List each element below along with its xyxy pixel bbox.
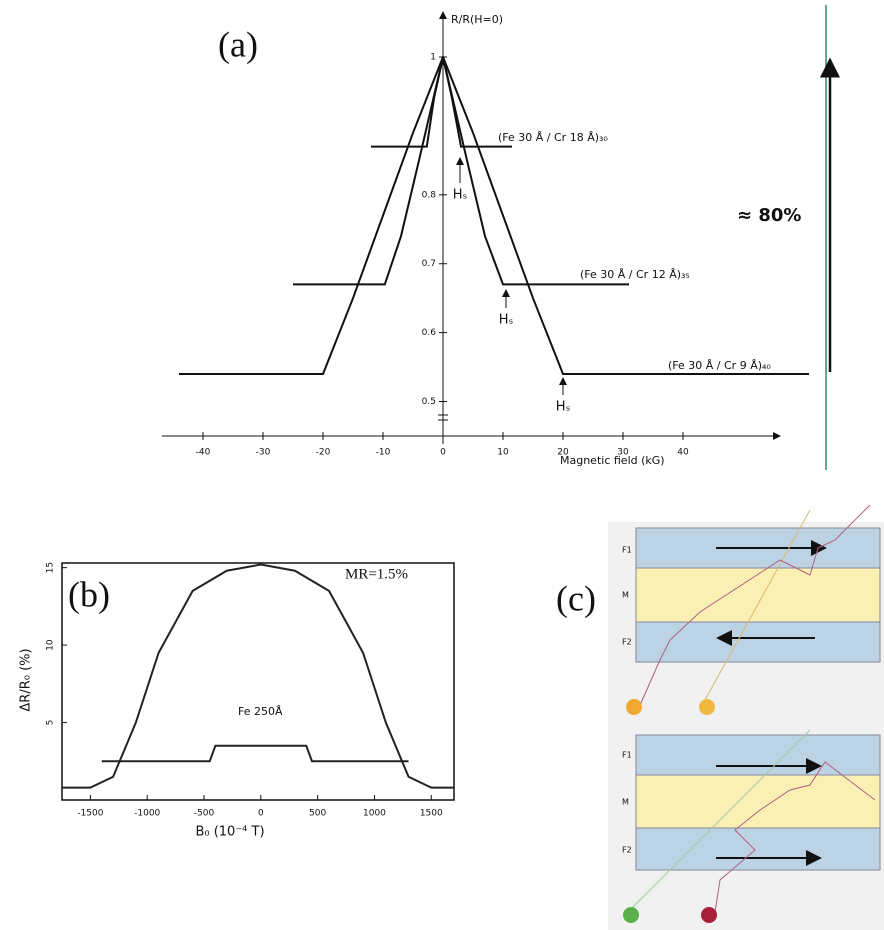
series-line — [62, 563, 454, 789]
panel-label: (b) — [68, 574, 110, 614]
x-tick-label: 30 — [617, 448, 629, 458]
y-tick-label: 0.5 — [422, 397, 436, 407]
y-tick-label: 0.6 — [422, 328, 437, 338]
layer-label: F2 — [622, 638, 632, 647]
x-tick-label: 40 — [677, 448, 689, 458]
y-axis-label: R/R(H=0) — [451, 13, 503, 26]
x-tick-label: 1000 — [363, 809, 386, 819]
face — [699, 699, 715, 715]
plot-frame — [61, 562, 455, 801]
series-label: MR=1.5% — [345, 566, 408, 582]
x-tick-label: -1000 — [134, 809, 160, 819]
x-tick-label: 0 — [258, 809, 264, 819]
series-line — [179, 54, 809, 375]
face — [626, 699, 642, 715]
x-tick-label: -40 — [196, 448, 211, 458]
x-tick-label: 20 — [557, 448, 569, 458]
layer — [635, 734, 881, 776]
series-label: Fe 250Å — [238, 705, 283, 718]
layer-label: F1 — [622, 546, 632, 555]
x-axis-label: B₀ (10⁻⁴ T) — [195, 825, 264, 840]
layer-label: F2 — [622, 846, 632, 855]
series-label: (Fe 30 Å / Cr 12 Å)₃₅ — [580, 268, 690, 281]
layer — [635, 774, 881, 829]
layer-label: M — [622, 798, 629, 807]
y-tick-label: 5 — [46, 720, 56, 726]
layer — [635, 827, 881, 871]
y-tick-label: 0.7 — [422, 259, 436, 269]
y-tick-label: 10 — [46, 639, 56, 651]
x-tick-label: -20 — [316, 448, 331, 458]
series-label: (Fe 30 Å / Cr 9 Å)₄₀ — [668, 359, 771, 372]
diagram: (c) F1 M F2 F1 M F2 — [556, 504, 884, 930]
annotation: Hₛ — [453, 188, 468, 203]
y-tick-label: 1 — [430, 53, 436, 63]
panel-label: (c) — [556, 578, 596, 618]
x-axis-label: Magnetic field (kG) — [560, 454, 665, 467]
path-line — [704, 509, 811, 701]
series-line — [371, 56, 512, 148]
y-tick-label: 0.8 — [422, 190, 437, 200]
layer-label: M — [622, 591, 629, 600]
x-tick-label: 0 — [440, 448, 446, 458]
x-tick-label: 10 — [497, 448, 509, 458]
x-tick-label: 1500 — [420, 809, 443, 819]
x-tick-label: 500 — [309, 809, 326, 819]
layer — [635, 621, 881, 663]
path-line — [629, 729, 811, 911]
layer — [635, 567, 881, 623]
panel-label: (a) — [218, 24, 258, 64]
x-tick-label: -500 — [194, 809, 215, 819]
face — [623, 907, 639, 923]
electron-path — [639, 504, 871, 706]
face — [701, 907, 717, 923]
x-tick-label: -10 — [376, 448, 391, 458]
annotation: Hₛ — [556, 400, 571, 415]
y-tick-label: 15 — [46, 562, 56, 573]
x-tick-label: -30 — [256, 448, 271, 458]
y-axis-label: ΔR/R₀ (%) — [19, 648, 34, 711]
series-line — [101, 744, 409, 763]
annotation: ≈ 80% — [737, 205, 801, 226]
x-tick-label: -1500 — [77, 809, 103, 819]
series-line — [293, 56, 629, 286]
electron-path — [714, 761, 876, 913]
annotation: Hₛ — [499, 313, 514, 328]
series-label: (Fe 30 Å / Cr 18 Å)₃₀ — [498, 131, 608, 144]
layer-label: F1 — [622, 751, 632, 760]
